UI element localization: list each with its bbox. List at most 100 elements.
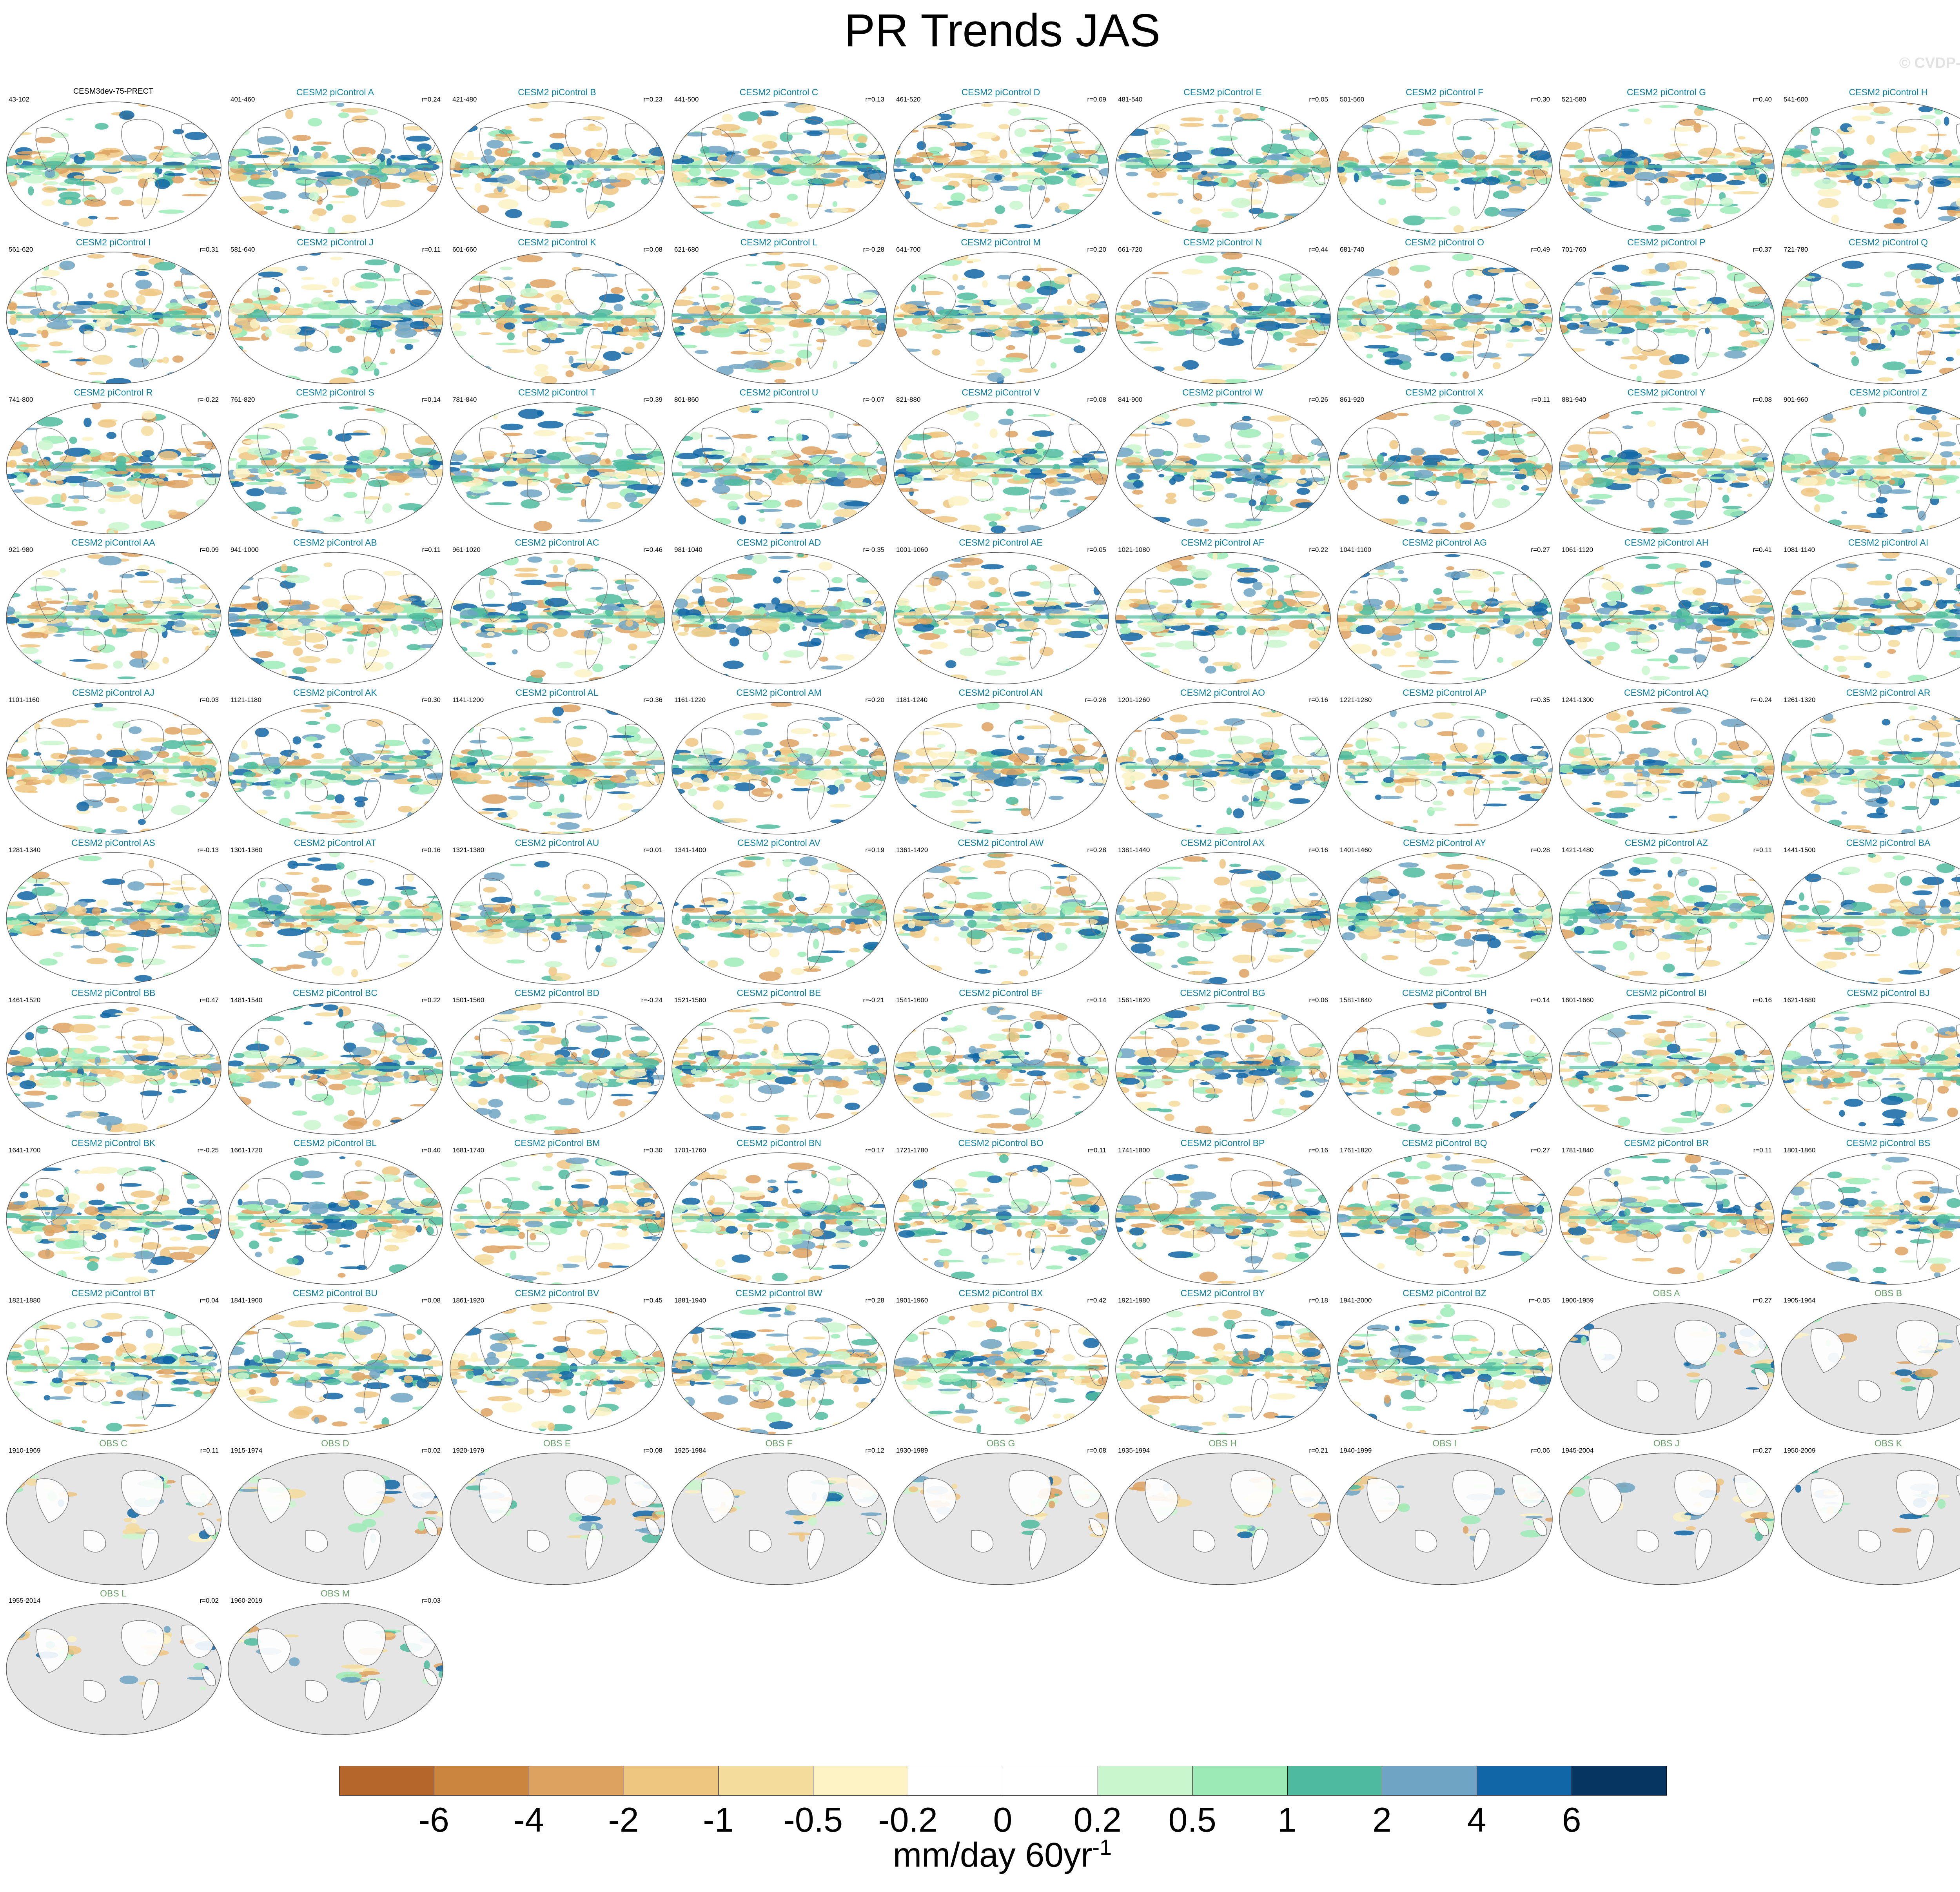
trend-patch: [607, 223, 622, 229]
trend-patch: [1225, 522, 1250, 529]
trend-patch: [839, 149, 848, 158]
continent-outline: [1009, 269, 1051, 315]
trend-patch: [1559, 130, 1572, 134]
map-panel: CESM2 piControl C 441-500 r=0.13: [668, 87, 890, 238]
trend-patch: [19, 344, 41, 347]
trend-patch: [1904, 434, 1910, 441]
trend-patch: [1267, 489, 1277, 496]
trend-patch: [1209, 471, 1227, 479]
continent-outline: [749, 479, 772, 502]
panel-correlation: r=-0.28: [863, 246, 884, 253]
trend-patch: [1543, 119, 1550, 123]
trend-patch: [1879, 175, 1889, 184]
trend-patch: [1474, 154, 1488, 160]
trend-patch: [1918, 106, 1933, 112]
continent-outline: [923, 277, 956, 322]
trend-patch: [497, 175, 515, 184]
trend-patch: [1457, 306, 1475, 314]
trend-patch: [267, 405, 291, 410]
panel-years: 681-740: [1340, 246, 1365, 253]
continent-outline: [867, 317, 882, 335]
trend-patch: [644, 367, 653, 375]
trend-patch: [592, 273, 618, 278]
trend-patch: [341, 214, 356, 223]
trend-patch: [10, 562, 22, 567]
trend-patch: [1494, 300, 1507, 303]
trend-patch: [635, 168, 657, 177]
trend-patch: [361, 319, 371, 329]
trend-patch: [583, 126, 603, 131]
trend-patch: [65, 199, 72, 205]
continent-outline: [749, 179, 772, 201]
trend-patch: [1271, 523, 1295, 532]
trend-patch: [1347, 480, 1358, 490]
trend-patch: [698, 294, 720, 298]
trend-patch: [1613, 481, 1633, 484]
trend-patch: [6, 156, 18, 167]
trend-patch: [1700, 303, 1720, 312]
trend-patch: [487, 256, 499, 262]
trend-patch: [930, 467, 953, 475]
trend-patch: [1751, 327, 1764, 333]
trend-patch: [1058, 202, 1070, 211]
trend-patch: [1492, 498, 1510, 508]
trend-patch: [1361, 125, 1374, 129]
trend-patch: [880, 465, 887, 472]
map-9: [6, 252, 221, 384]
panel-correlation: r=0.30: [1531, 96, 1550, 103]
trend-patch: [937, 309, 960, 316]
trend-patch: [595, 443, 607, 448]
trend-patch: [1193, 193, 1203, 201]
panel-correlation: r=0.13: [865, 96, 884, 103]
trend-patch: [1164, 323, 1180, 332]
trend-patch: [994, 174, 1002, 181]
trend-patch: [1016, 281, 1032, 290]
trend-patch: [1175, 455, 1191, 462]
trend-patch: [242, 268, 252, 278]
trend-patch: [361, 361, 377, 372]
trend-patch: [992, 475, 999, 486]
trend-patch: [1655, 263, 1670, 272]
trend-patch: [1589, 102, 1601, 106]
trend-patch: [1073, 345, 1085, 353]
trend-patch: [1270, 104, 1287, 109]
trend-patch: [599, 294, 625, 303]
trend-patch: [503, 276, 514, 280]
trend-patch: [96, 318, 112, 328]
trend-patch: [138, 178, 148, 188]
trend-patch: [1846, 182, 1852, 186]
trend-patch: [1911, 268, 1927, 279]
trend-patch: [1022, 449, 1038, 455]
trend-patch: [975, 370, 998, 372]
trend-patch: [1592, 300, 1613, 306]
trend-patch: [450, 374, 474, 381]
trend-patch: [199, 283, 219, 290]
panel-years: 441-500: [674, 96, 699, 103]
trend-patch: [211, 410, 216, 416]
trend-patch: [1338, 202, 1348, 212]
panel-years: 781-840: [452, 396, 477, 403]
trend-patch: [1243, 454, 1251, 463]
trend-patch: [1876, 121, 1886, 124]
trend-patch: [751, 281, 762, 285]
map-6: [1337, 102, 1553, 234]
trend-patch: [1707, 159, 1719, 165]
panel-correlation: r=0.08: [643, 246, 662, 253]
trend-patch: [1579, 201, 1584, 207]
trend-patch: [1946, 357, 1954, 361]
trend-patch: [590, 345, 607, 349]
trend-patch: [73, 175, 85, 179]
trend-patch: [1233, 497, 1252, 503]
trend-patch: [1713, 530, 1718, 533]
continent-outline: [1029, 328, 1047, 370]
trend-patch: [510, 453, 537, 459]
trend-patch: [1245, 330, 1256, 334]
itcz-band: [904, 315, 1099, 319]
trend-patch: [1225, 476, 1232, 484]
continent-outline: [1588, 127, 1622, 172]
trend-patch: [722, 114, 733, 122]
trend-patch: [1531, 377, 1551, 383]
trend-patch: [39, 372, 61, 378]
trend-patch: [505, 297, 515, 308]
trend-patch: [1749, 402, 1764, 410]
